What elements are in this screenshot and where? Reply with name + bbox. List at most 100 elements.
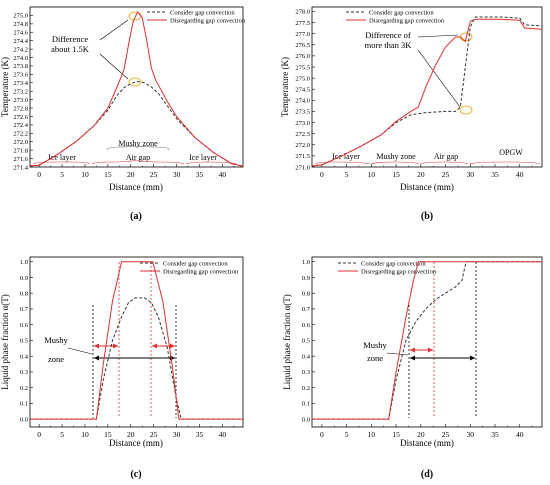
y-tick-label: 0.8 xyxy=(302,291,310,298)
y-tick-label: 0.0 xyxy=(20,416,28,423)
y-tick-label: 274.2 xyxy=(13,46,28,53)
x-tick-label: 40 xyxy=(219,430,227,439)
panel-d: Mushy zone Consider gap convection Disre… xyxy=(282,256,543,480)
y-tick-label: 278.0 xyxy=(295,9,310,16)
panel-b: Ice layer Mushy zone Air gap OPGW Differ… xyxy=(280,6,543,222)
region-braces xyxy=(32,159,237,165)
x-tick-label: 10 xyxy=(81,170,89,179)
region-braces xyxy=(314,161,541,165)
x-axis-label: Distance (mm) xyxy=(400,182,454,192)
annotation-arrow-top xyxy=(99,19,129,41)
legend-label-disregarding: Disregarding gap convection xyxy=(170,18,246,25)
x-tick-label: 30 xyxy=(173,430,181,439)
y-tick-label: 271.4 xyxy=(13,164,28,171)
annotation-line-2: more than 3K xyxy=(365,40,413,50)
x-axis-label: Distance (mm) xyxy=(109,182,163,192)
x-tick-label: 5 xyxy=(345,430,349,439)
arrowhead xyxy=(410,347,433,353)
y-tick-label: 0.5 xyxy=(302,338,310,345)
y-tick-label: 0.7 xyxy=(302,306,311,313)
x-tick-label: 20 xyxy=(127,430,135,439)
panel-label: (a) xyxy=(130,211,142,222)
x-tick-label: 25 xyxy=(442,430,450,439)
x-tick-label: 25 xyxy=(150,430,158,439)
x-tick-label: 35 xyxy=(196,430,204,439)
y-axis-label: Liquid phase fraction α(T) xyxy=(0,294,10,389)
legend-label-consider: Consider gap convection xyxy=(170,10,235,17)
y-tick-label: 274.8 xyxy=(13,21,28,28)
series-line-disregarding xyxy=(30,261,243,420)
y-tick-label: 274.4 xyxy=(13,38,28,45)
y-tick-label: 276.0 xyxy=(295,53,310,60)
x-tick-label: 10 xyxy=(368,170,376,179)
plot-frame xyxy=(29,6,244,168)
x-tick-label: 35 xyxy=(196,170,204,179)
x-tick-label: 40 xyxy=(516,170,524,179)
x-tick-label: 40 xyxy=(516,430,524,439)
x-tick-label: 0 xyxy=(320,170,324,179)
y-tick-label: 0.5 xyxy=(20,338,28,345)
legend-label-disregarding: Disregarding gap convection xyxy=(163,269,239,276)
y-tick-label: 272.0 xyxy=(13,139,28,146)
y-tick-label: 0.1 xyxy=(302,401,310,408)
y-tick-label: 0.2 xyxy=(20,385,28,392)
plot-frame xyxy=(29,256,244,428)
y-tick-label: 272.0 xyxy=(295,142,310,149)
x-tick-label: 5 xyxy=(345,170,349,179)
y-tick-label: 274.0 xyxy=(13,55,28,62)
y-tick-label: 272.5 xyxy=(295,131,310,138)
highlight-circle-low xyxy=(459,105,473,115)
annotation-line-2: about 1.5K xyxy=(51,44,90,54)
y-tick-label: 0.3 xyxy=(302,369,310,376)
plot-frame xyxy=(311,256,543,428)
x-axis-label: Distance (mm) xyxy=(400,438,454,448)
x-axis-label: Distance (mm) xyxy=(109,438,163,448)
y-tick-label: 0.8 xyxy=(20,291,28,298)
x-tick-label: 30 xyxy=(173,170,181,179)
x-tick-label: 0 xyxy=(37,430,41,439)
y-tick-label: 273.5 xyxy=(295,109,310,116)
series-line-disregarding xyxy=(311,18,543,167)
mushy-label-2: zone xyxy=(367,353,383,363)
annotation-arrow-bottom xyxy=(417,49,461,108)
x-tick-label: 10 xyxy=(81,430,89,439)
panel-a: Ice layer Mushy zone Air gap Ice layer D… xyxy=(0,6,246,222)
y-tick-label: 274.0 xyxy=(295,98,310,105)
arrowhead xyxy=(94,343,118,349)
x-tick-label: 15 xyxy=(104,170,112,179)
annotation-arrow-top xyxy=(417,34,459,38)
y-tick-label: 0.4 xyxy=(20,353,29,360)
x-tick-label: 35 xyxy=(491,430,499,439)
mushy-label-2: zone xyxy=(48,354,64,364)
y-tick-label: 277.5 xyxy=(295,20,310,27)
y-tick-label: 273.2 xyxy=(13,89,28,96)
y-tick-label: 273.8 xyxy=(13,63,28,70)
mushy-pointer xyxy=(386,352,409,356)
y-tick-label: 1.0 xyxy=(20,259,28,266)
y-tick-label: 275.0 xyxy=(295,75,310,82)
region-label-opgw: OPGW xyxy=(499,148,523,157)
y-tick-label: 0.9 xyxy=(302,275,310,282)
arrowhead xyxy=(152,343,175,349)
mushy-label-1: Mushy xyxy=(44,335,68,345)
legend-label-consider: Consider gap convection xyxy=(361,261,426,268)
series-line-consider xyxy=(312,261,542,420)
legend-label-disregarding: Disregarding gap convection xyxy=(361,269,437,276)
y-tick-label: 0.9 xyxy=(20,275,28,282)
x-tick-label: 25 xyxy=(150,170,158,179)
x-tick-label: 25 xyxy=(442,170,450,179)
y-tick-label: 272.4 xyxy=(13,122,28,129)
x-tick-label: 20 xyxy=(417,430,425,439)
mushy-zone-brace xyxy=(106,145,170,151)
series-line-disregarding xyxy=(29,11,244,167)
x-tick-label: 35 xyxy=(491,170,499,179)
highlight-circle-low xyxy=(128,77,142,87)
region-label-mushy-zone: Mushy zone xyxy=(118,139,158,148)
y-tick-label: 0.0 xyxy=(302,416,310,423)
annotation-line-1: Difference xyxy=(52,34,88,44)
plot-frame xyxy=(311,6,543,168)
region-label-air-gap: Air gap xyxy=(434,152,458,161)
y-tick-label: 273.6 xyxy=(13,72,28,79)
annotation-arrow-bottom xyxy=(99,53,129,80)
